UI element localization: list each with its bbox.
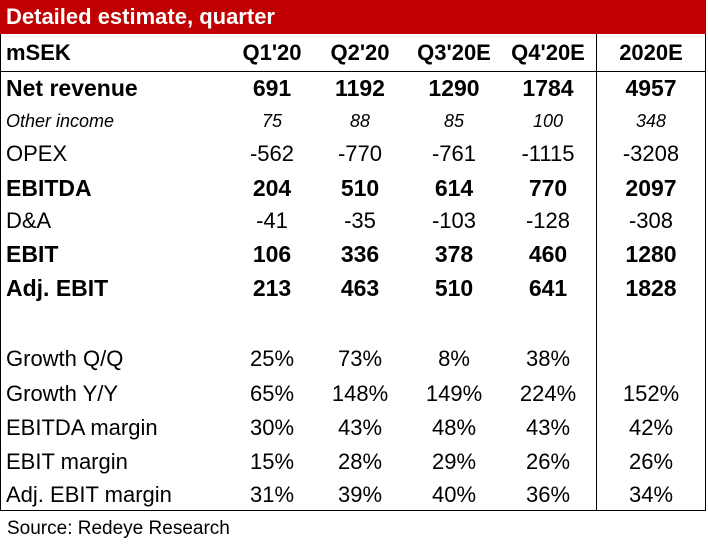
table-cell: 378	[434, 240, 474, 267]
table-cell: 463	[340, 274, 380, 301]
table-cell: 770	[528, 174, 568, 201]
row-label: Growth Y/Y	[6, 381, 119, 406]
table-cell: 691	[252, 74, 292, 101]
row-label: EBITDA	[6, 174, 92, 201]
row-label: EBITDA margin	[6, 415, 158, 440]
table-cell: -35	[344, 208, 376, 233]
table-row-opex: OPEX -562 -770 -761 -1115 -3208	[0, 138, 706, 170]
header-q4: Q4'20E	[511, 40, 585, 65]
row-label: Net revenue	[6, 74, 138, 101]
table-cell: 1828	[625, 274, 677, 301]
table-row-net-revenue: Net revenue 691 1192 1290 1784 4957	[0, 72, 706, 104]
table-cell: 1290	[428, 74, 480, 101]
table-cell: 75	[261, 110, 283, 131]
table-cell: 1192	[335, 74, 385, 101]
table-row-ebit: EBIT 106 336 378 460 1280	[0, 238, 706, 270]
table-row-other-income: Other income 75 88 85 100 348	[0, 106, 706, 136]
table-cell: 73%	[337, 346, 383, 371]
table-cell: -770	[337, 141, 383, 166]
table-cell: 1784	[522, 74, 574, 101]
header-divider	[0, 71, 706, 72]
header-year: 2020E	[619, 40, 683, 65]
row-label: Other income	[6, 110, 115, 131]
header-q1: Q1'20	[242, 40, 302, 65]
source-note: Source: Redeye Research	[7, 518, 230, 539]
row-label: EBIT margin	[6, 449, 128, 474]
table-cell: -128	[525, 208, 571, 233]
row-label: EBIT	[6, 240, 59, 267]
table-cell: 48%	[431, 415, 477, 440]
table-cell: 8%	[438, 346, 470, 371]
table-cell: 31%	[249, 482, 295, 507]
table-row-ebitda: EBITDA 204 510 614 770 2097	[0, 172, 706, 204]
table-row-ebit-margin: EBIT margin 15% 28% 29% 26% 26%	[0, 446, 706, 478]
table-cell: -562	[249, 141, 295, 166]
table-cell: 106	[252, 240, 292, 267]
row-label: Adj. EBIT	[6, 274, 109, 301]
table-cell: -103	[431, 208, 477, 233]
table-cell: 28%	[337, 449, 383, 474]
table-row-growth-yy: Growth Y/Y 65% 148% 149% 224% 152%	[0, 378, 706, 410]
table-title: Detailed estimate, quarter	[0, 0, 706, 34]
table-cell: 510	[340, 174, 380, 201]
table-cell: -308	[628, 208, 674, 233]
table-cell: 149%	[425, 381, 483, 406]
table-cell: 100	[532, 110, 564, 131]
table-cell: 65%	[249, 381, 295, 406]
table-cell: 224%	[519, 381, 577, 406]
table-cell: 29%	[431, 449, 477, 474]
table-cell: 26%	[628, 449, 674, 474]
table-cell: -3208	[622, 141, 680, 166]
table-cell: 88	[349, 110, 371, 131]
table-cell: 152%	[622, 381, 680, 406]
table-cell: -1115	[521, 141, 575, 166]
table-cell: 42%	[628, 415, 674, 440]
table-row-growth-qq: Growth Q/Q 25% 73% 8% 38%	[0, 342, 706, 376]
table-cell: 460	[528, 240, 568, 267]
table-cell: 2097	[625, 174, 677, 201]
row-label: Adj. EBIT margin	[6, 482, 172, 507]
row-label: D&A	[6, 208, 52, 233]
row-label: OPEX	[6, 141, 68, 166]
table-cell: 336	[340, 240, 380, 267]
table-cell: 26%	[525, 449, 571, 474]
table-cell: -41	[256, 208, 288, 233]
table-cell: 4957	[625, 74, 677, 101]
table-cell: 510	[434, 274, 474, 301]
table-frame	[0, 34, 706, 511]
table-row-da: D&A -41 -35 -103 -128 -308	[0, 206, 706, 236]
header-unit: mSEK	[6, 40, 71, 65]
table-cell: 641	[528, 274, 568, 301]
table-cell: 213	[252, 274, 292, 301]
table-cell: 614	[434, 174, 474, 201]
table-cell: 348	[635, 110, 667, 131]
table-cell: 30%	[249, 415, 295, 440]
table-row-adj-ebit-margin: Adj. EBIT margin 31% 39% 40% 36% 34%	[0, 480, 706, 510]
table-cell: 38%	[525, 346, 571, 371]
row-label: Growth Q/Q	[6, 346, 124, 371]
table-cell: 39%	[337, 482, 383, 507]
table-cell: 36%	[525, 482, 571, 507]
table-cell: 34%	[628, 482, 674, 507]
table-cell: -761	[431, 141, 477, 166]
header-q2: Q2'20	[330, 40, 390, 65]
table-cell: 148%	[331, 381, 389, 406]
table-cell: 25%	[249, 346, 295, 371]
table-cell: 204	[252, 174, 292, 201]
table-row-ebitda-margin: EBITDA margin 30% 43% 48% 43% 42%	[0, 412, 706, 444]
table-cell: 43%	[525, 415, 571, 440]
table-cell: 43%	[337, 415, 383, 440]
table-cell: 40%	[431, 482, 477, 507]
table-cell: 1280	[625, 240, 677, 267]
table-cell: 85	[443, 110, 465, 131]
table-row-adj-ebit: Adj. EBIT 213 463 510 641 1828	[0, 272, 706, 304]
header-row: mSEK Q1'20 Q2'20 Q3'20E Q4'20E 2020E	[0, 35, 706, 71]
header-q3: Q3'20E	[417, 40, 491, 65]
table-cell: 15%	[249, 449, 295, 474]
column-divider	[596, 34, 597, 511]
